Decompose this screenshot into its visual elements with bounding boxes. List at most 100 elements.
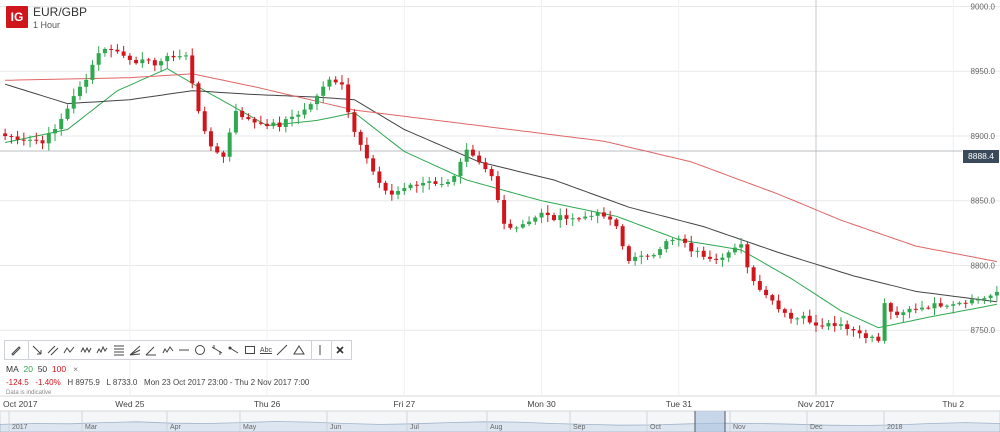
candle: [795, 316, 800, 326]
candle: [838, 317, 843, 330]
candle-body: [346, 84, 351, 113]
candle-body: [502, 200, 507, 224]
candle-body: [589, 215, 594, 217]
candle: [215, 142, 220, 154]
pencil-icon[interactable]: [8, 341, 24, 359]
candle-body: [764, 289, 769, 296]
ma-20-label[interactable]: 20: [23, 364, 33, 374]
candle-body: [146, 59, 151, 61]
candle-body: [445, 181, 450, 184]
candle-body: [171, 55, 176, 58]
candle: [196, 81, 201, 114]
parallel-lines-icon[interactable]: [45, 341, 61, 359]
candle: [813, 314, 818, 332]
candle-body: [190, 55, 195, 84]
candle: [358, 129, 363, 151]
candle-body: [770, 295, 775, 301]
text-tool-label: Abc: [259, 346, 272, 354]
candle: [34, 132, 39, 145]
candle-body: [327, 79, 332, 87]
fib-icon[interactable]: [110, 341, 126, 359]
navigator-label: 2017: [12, 424, 28, 431]
text-icon[interactable]: Abc: [258, 341, 274, 359]
candle-body: [314, 95, 319, 105]
candle: [470, 144, 475, 158]
candle: [988, 294, 993, 304]
candle-body: [564, 215, 569, 219]
candle: [564, 208, 569, 225]
candle: [552, 212, 557, 222]
circle-icon[interactable]: [192, 341, 208, 359]
ig-logo: IG: [6, 6, 28, 28]
triangle-icon[interactable]: [291, 341, 307, 359]
navigator-area: [0, 421, 1000, 432]
candle: [240, 107, 245, 120]
candle: [882, 298, 887, 344]
ma-20-line: [4, 68, 997, 329]
cross-line-icon[interactable]: [209, 341, 225, 359]
y-tick-label: 8900.0: [971, 132, 996, 141]
pattern-icon[interactable]: [94, 341, 110, 359]
candle: [969, 294, 974, 306]
candle: [402, 182, 407, 195]
candle-body: [215, 146, 220, 153]
candle: [408, 182, 413, 191]
trend-line-icon[interactable]: [274, 341, 290, 359]
candle-body: [508, 223, 513, 228]
candle-body: [801, 315, 806, 319]
candle-body: [608, 216, 613, 220]
candle: [938, 297, 943, 308]
ma-100-label[interactable]: 100: [51, 364, 67, 374]
abc-wave-icon[interactable]: [160, 341, 176, 359]
candle: [514, 226, 519, 233]
candle: [888, 301, 893, 320]
wave-icon[interactable]: [78, 341, 94, 359]
candle-body: [789, 312, 794, 319]
candle: [676, 235, 681, 247]
y-tick-label: 8850.0: [971, 197, 996, 206]
x-tick-label: Nov 2017: [798, 399, 835, 409]
x-tick-label: Fri 27: [393, 399, 415, 409]
candle-body: [882, 303, 887, 341]
candle: [508, 219, 513, 230]
y-tick-label: 8750.0: [971, 326, 996, 335]
candle: [233, 103, 238, 135]
ma-50-label[interactable]: 50: [37, 364, 48, 374]
candle-body: [77, 86, 82, 97]
hline-icon[interactable]: [176, 341, 192, 359]
zigzag-icon[interactable]: [61, 341, 77, 359]
candle: [3, 128, 8, 141]
candle-body: [963, 302, 968, 304]
candle: [53, 124, 58, 142]
rect-icon[interactable]: [241, 341, 257, 359]
candle-body: [414, 184, 419, 186]
ma-label: MA: [6, 364, 19, 374]
candle: [589, 210, 594, 221]
candle: [583, 211, 588, 221]
candle: [845, 320, 850, 336]
angle-icon[interactable]: [143, 341, 159, 359]
candle-body: [651, 255, 656, 257]
x-tick-label: Mon 30: [527, 399, 556, 409]
ray-icon[interactable]: [225, 341, 241, 359]
candle: [333, 76, 338, 85]
candle: [190, 48, 195, 89]
candle: [477, 151, 482, 165]
candle-body: [102, 48, 107, 54]
line-arrow-icon[interactable]: [28, 341, 45, 359]
candle-body: [895, 311, 900, 316]
x-tick-label: Thu 26: [254, 399, 281, 409]
symbol-title: EUR/GBP: [33, 5, 88, 19]
timeframe-label[interactable]: 1 Hour: [33, 20, 61, 30]
candle: [439, 176, 444, 188]
candle-body: [402, 188, 407, 192]
candle: [576, 216, 581, 222]
candle: [720, 253, 725, 267]
close-icon[interactable]: [331, 341, 348, 359]
candle-body: [726, 252, 731, 258]
fan-icon[interactable]: [127, 341, 143, 359]
remove-indicator-icon[interactable]: ×: [73, 364, 79, 374]
vline-icon[interactable]: [310, 341, 328, 359]
candle-body: [969, 299, 974, 304]
